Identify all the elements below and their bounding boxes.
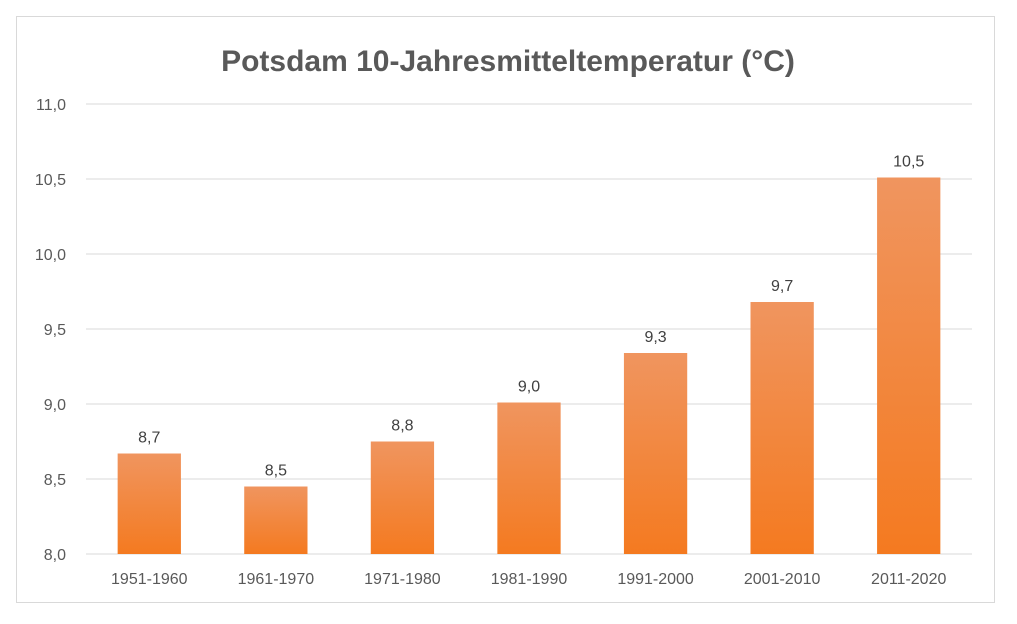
y-tick-label: 10,0 bbox=[35, 247, 66, 264]
bar-2001-2010 bbox=[750, 302, 814, 554]
x-axis-ticks: 1951-1960 1961-1970 1971-1980 1981-1990 1991… bbox=[111, 571, 946, 588]
x-tick-label: 1951-1960 bbox=[111, 571, 188, 588]
data-label: 9,3 bbox=[644, 329, 666, 346]
x-tick-label: 2011-2020 bbox=[871, 571, 946, 588]
y-tick-label: 11,0 bbox=[36, 97, 66, 114]
bar-1981-1990 bbox=[497, 402, 561, 554]
data-label: 10,5 bbox=[893, 154, 924, 171]
bars bbox=[117, 177, 941, 554]
chart-title: Potsdam 10-Jahresmitteltemperatur (°C) bbox=[221, 45, 795, 78]
data-label: 8,8 bbox=[391, 418, 413, 435]
y-tick-label: 8,5 bbox=[44, 472, 66, 489]
x-tick-label: 2001-2010 bbox=[744, 571, 821, 588]
data-label: 8,7 bbox=[138, 430, 160, 447]
x-tick-label: 1991-2000 bbox=[617, 571, 694, 588]
y-tick-label: 10,5 bbox=[35, 172, 66, 189]
y-tick-label: 9,0 bbox=[44, 397, 66, 414]
data-label: 8,5 bbox=[265, 463, 287, 480]
y-tick-label: 8,0 bbox=[44, 547, 66, 564]
x-tick-label: 1961-1970 bbox=[238, 571, 315, 588]
bar-1971-1980 bbox=[370, 441, 435, 554]
bar-1951-1960 bbox=[117, 453, 181, 554]
x-tick-label: 1971-1980 bbox=[364, 571, 441, 588]
data-label: 9,0 bbox=[518, 379, 540, 396]
bar-1991-2000 bbox=[623, 353, 688, 554]
bar-2011-2020 bbox=[877, 177, 941, 554]
x-tick-label: 1981-1990 bbox=[491, 571, 568, 588]
bar-1961-1970 bbox=[244, 486, 308, 554]
data-labels: 8,7 8,5 8,8 9,0 9,3 9,7 10,5 bbox=[138, 154, 924, 480]
data-label: 9,7 bbox=[771, 278, 793, 295]
y-tick-label: 9,5 bbox=[44, 322, 66, 339]
gridlines bbox=[86, 103, 972, 555]
y-axis-ticks: 8,0 8,5 9,0 9,5 10,0 10,5 11,0 bbox=[35, 97, 66, 564]
